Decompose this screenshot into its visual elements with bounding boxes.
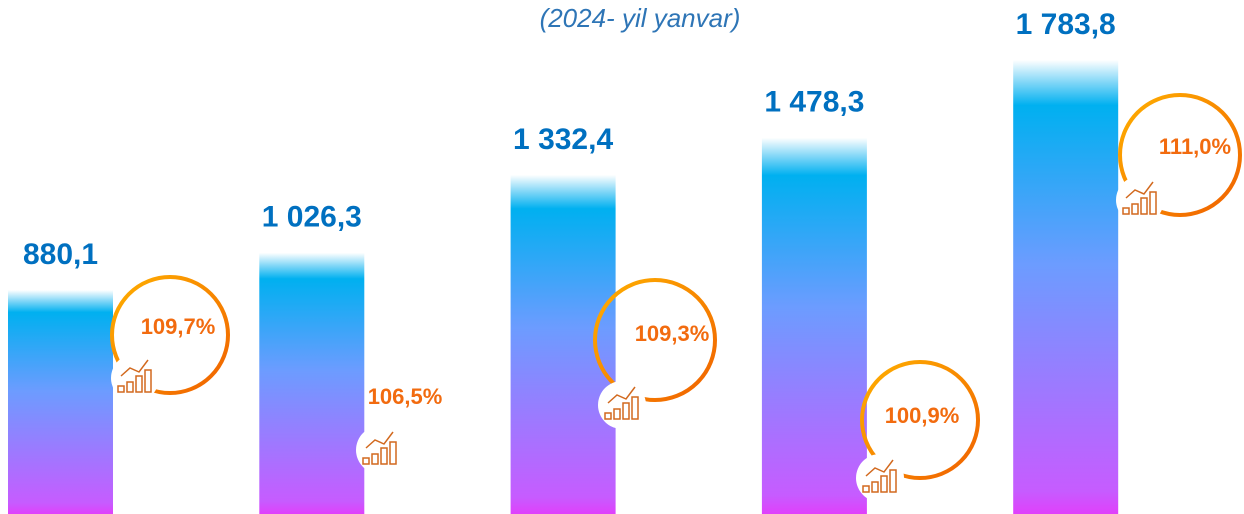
chart-icon	[862, 459, 897, 493]
percent-label: 109,3%	[635, 321, 710, 346]
chart-icon	[1122, 181, 1157, 215]
ring	[110, 275, 230, 395]
bar	[259, 252, 365, 514]
ring	[1118, 93, 1242, 217]
value-label: 1 478,3	[764, 86, 864, 119]
percent-label: 100,9%	[885, 403, 960, 428]
chart-icon	[117, 359, 152, 393]
subtitle: (2024- yil yanvar)	[540, 3, 741, 33]
value-label: 1 332,4	[513, 123, 613, 156]
icon-bg	[856, 454, 904, 502]
percent-label: 111,0%	[1159, 134, 1231, 159]
bar	[8, 290, 113, 514]
icon-bg	[598, 381, 646, 429]
percent-label: 109,7%	[141, 314, 216, 339]
bar	[510, 174, 616, 514]
ring	[860, 360, 980, 480]
chart-icon	[362, 431, 397, 465]
value-label: 880,1	[23, 238, 98, 271]
icon-bg	[111, 354, 159, 402]
icon-bg	[356, 426, 404, 474]
value-label: 1 783,8	[1016, 8, 1116, 41]
percent-label: 106,5%	[368, 384, 443, 409]
bar	[1013, 60, 1119, 514]
chart-icon	[604, 386, 639, 420]
value-label: 1 026,3	[262, 201, 362, 234]
bar	[761, 137, 867, 514]
icon-bg	[1116, 176, 1164, 224]
ring	[593, 278, 717, 402]
